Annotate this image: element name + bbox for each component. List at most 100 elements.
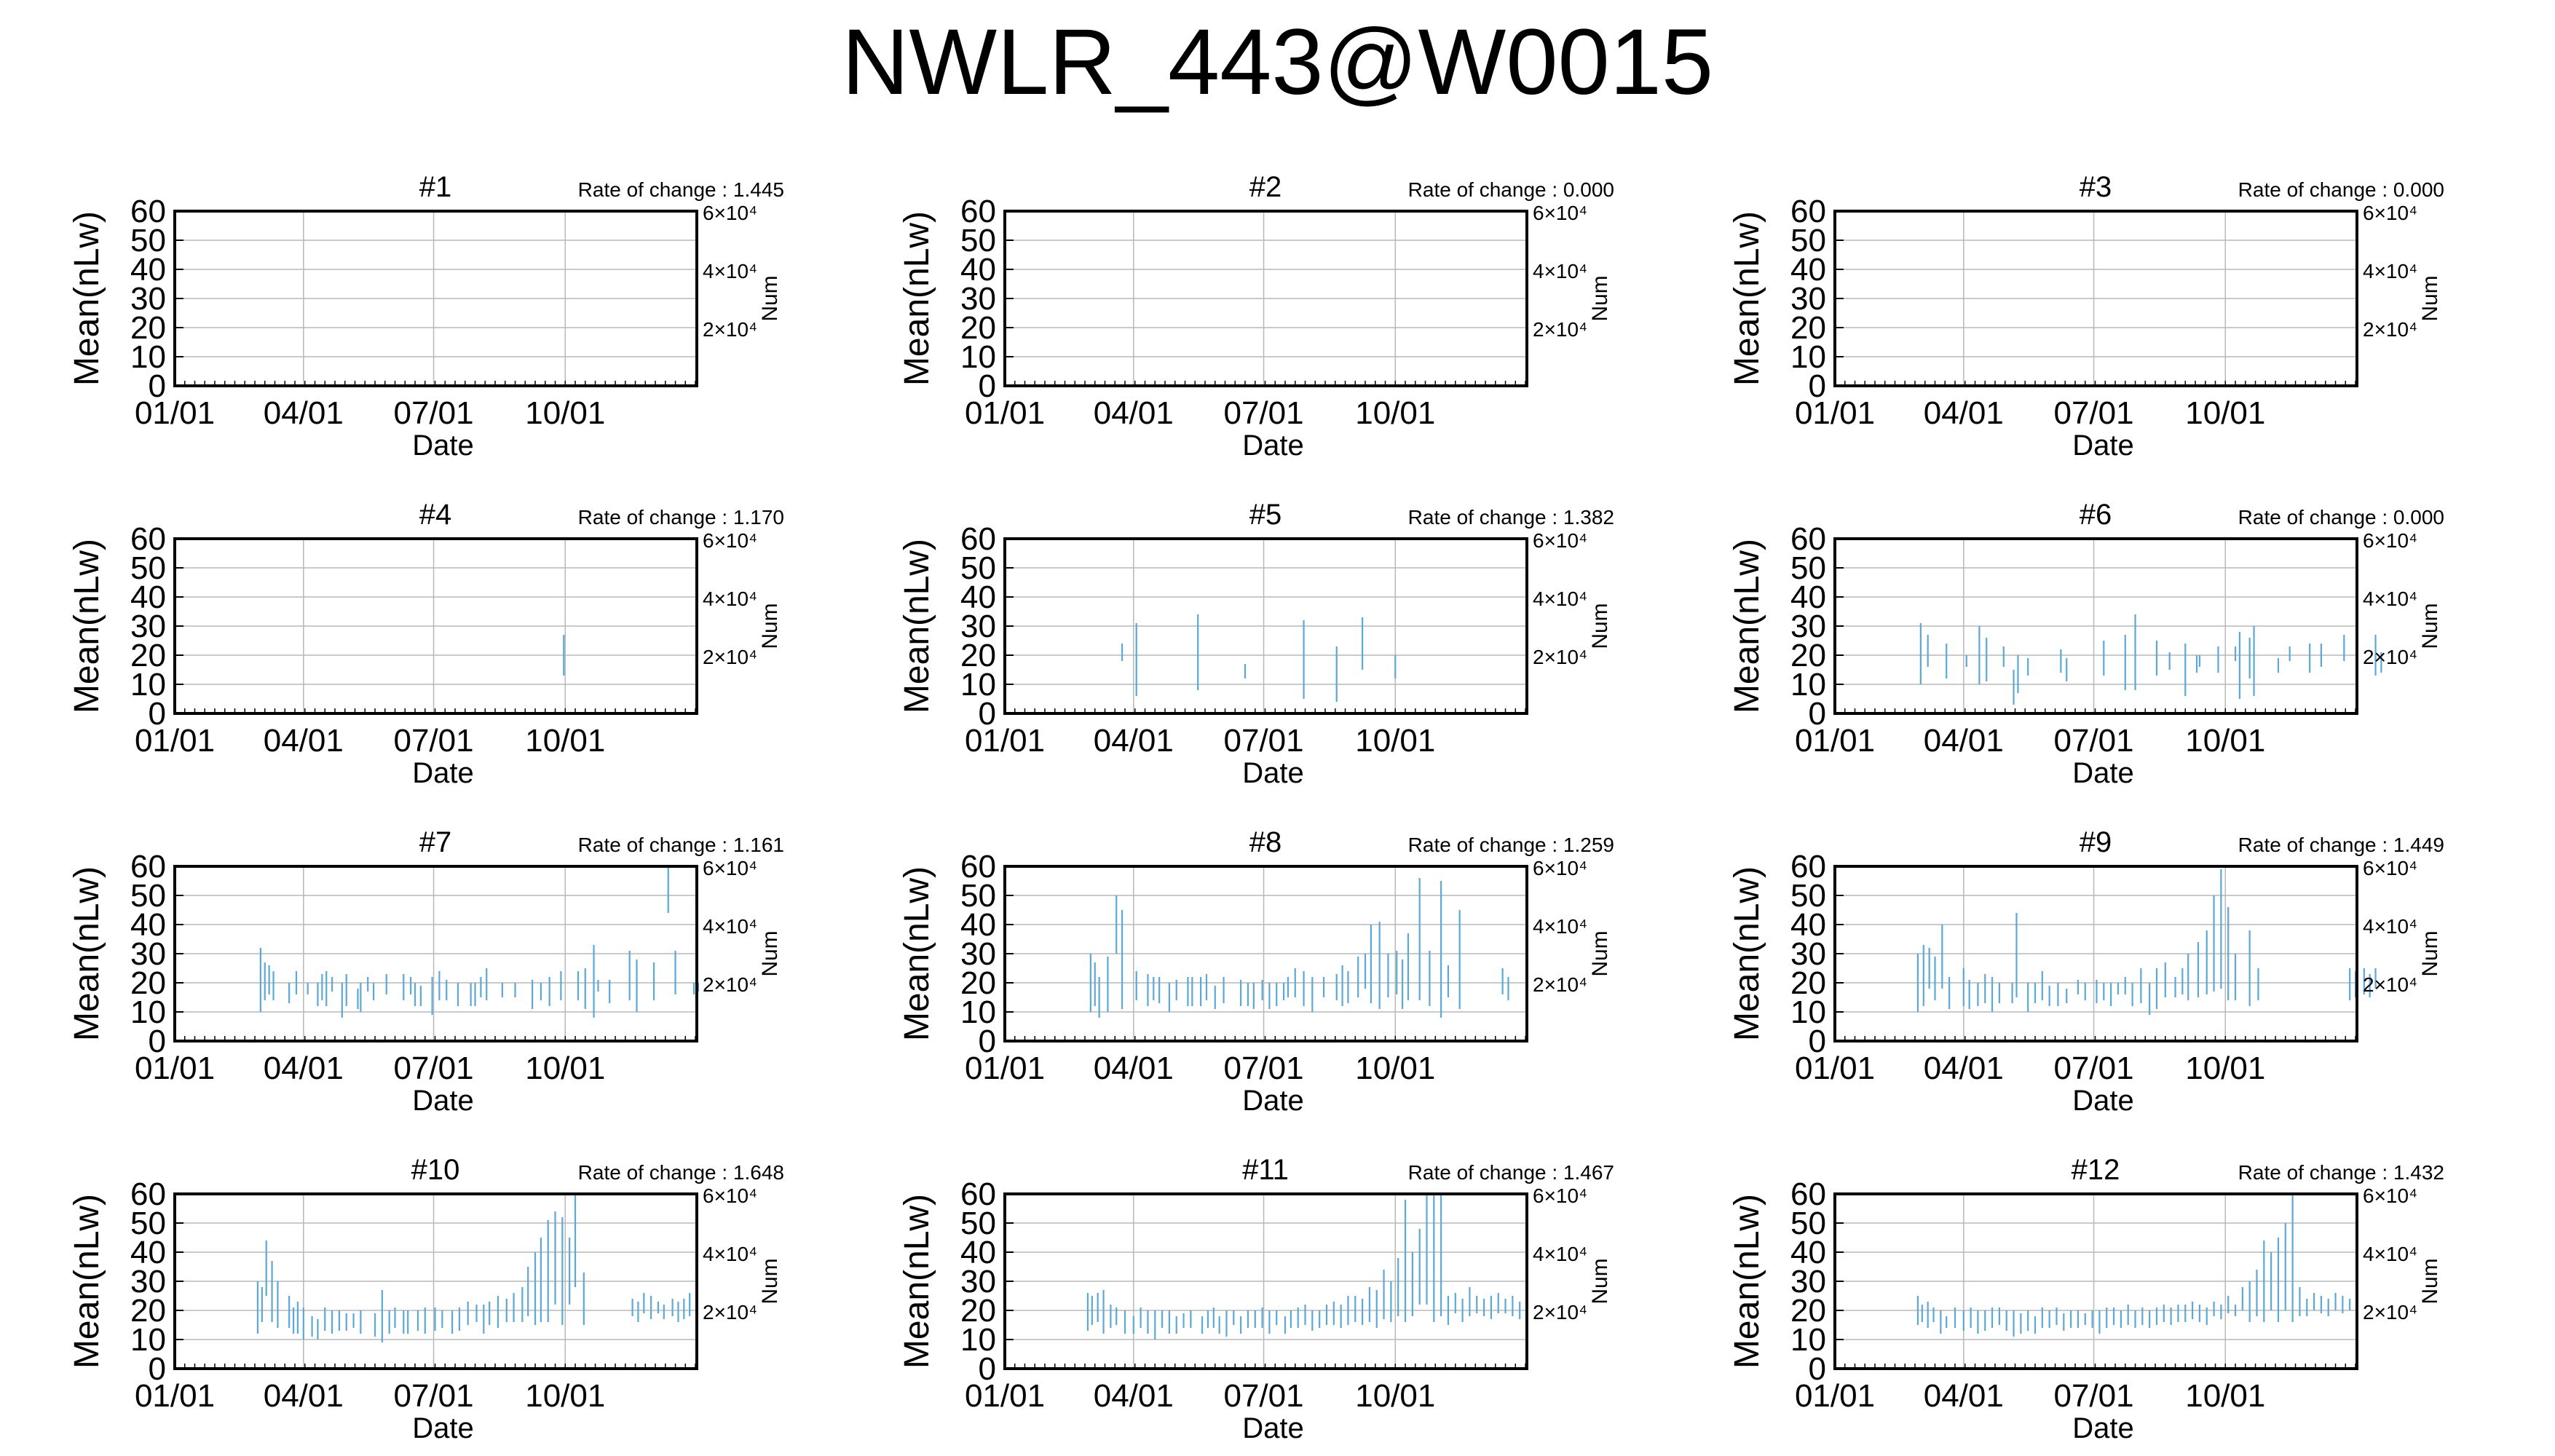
y2-axis-label: Num [1588, 1258, 1612, 1304]
y2-tick-label: 6×10⁴ [703, 202, 757, 224]
x-axis-label: Date [2072, 430, 2134, 462]
y-tick-label: 60 [1790, 194, 1826, 229]
x-tick-label: 04/01 [264, 1051, 344, 1086]
x-axis-label: Date [412, 1085, 474, 1117]
y2-tick-label: 4×10⁴ [2363, 260, 2417, 282]
rate-of-change: Rate of change : 1.449 [2238, 834, 2444, 856]
x-tick-label: 04/01 [264, 1378, 344, 1414]
x-tick-label: 01/01 [135, 1051, 215, 1086]
rate-of-change: Rate of change : 1.161 [578, 834, 784, 856]
y-tick-label: 0 [149, 1024, 166, 1059]
y-tick-label: 50 [960, 223, 996, 258]
y-tick-label: 0 [1809, 696, 1826, 732]
y-tick-label: 20 [1790, 965, 1826, 1001]
x-tick-label: 01/01 [135, 1378, 215, 1414]
x-tick-label: 10/01 [2185, 723, 2265, 759]
y-tick-label: 30 [130, 609, 166, 644]
y2-tick-label: 4×10⁴ [1533, 915, 1587, 938]
y-tick-label: 50 [130, 878, 166, 914]
y2-tick-label: 6×10⁴ [703, 1184, 757, 1207]
x-tick-label: 07/01 [1223, 723, 1303, 759]
y2-axis-label: Num [2418, 930, 2442, 976]
y-tick-label: 40 [130, 1235, 166, 1270]
x-tick-label: 04/01 [1924, 1378, 2004, 1414]
panel-title: #1 [419, 171, 452, 203]
y2-tick-label: 4×10⁴ [703, 587, 757, 610]
rate-of-change: Rate of change : 1.648 [578, 1161, 784, 1184]
y-tick-label: 60 [1790, 849, 1826, 885]
x-tick-label: 01/01 [965, 395, 1045, 431]
x-tick-label: 10/01 [2185, 1378, 2265, 1414]
y2-tick-label: 6×10⁴ [703, 529, 757, 552]
x-tick-label: 10/01 [525, 1378, 605, 1414]
y-tick-label: 0 [1809, 368, 1826, 404]
y2-tick-label: 2×10⁴ [2363, 1301, 2417, 1324]
y2-tick-label: 4×10⁴ [2363, 587, 2417, 610]
y2-tick-label: 4×10⁴ [1533, 1243, 1587, 1265]
y-tick-label: 40 [960, 579, 996, 615]
y-axis-label: Mean(nLw) [68, 866, 106, 1041]
y-tick-label: 40 [960, 252, 996, 288]
y-tick-label: 0 [1809, 1024, 1826, 1059]
rate-of-change: Rate of change : 1.170 [578, 506, 784, 529]
y2-axis-label: Num [1588, 275, 1612, 321]
y2-tick-label: 2×10⁴ [2363, 318, 2417, 341]
y2-axis-label: Num [2418, 1258, 2442, 1304]
panel-title: #10 [411, 1154, 460, 1186]
x-axis-label: Date [412, 757, 474, 789]
y-tick-label: 40 [1790, 1235, 1826, 1270]
y-tick-label: 40 [1790, 907, 1826, 943]
y-tick-label: 40 [130, 579, 166, 615]
y-tick-label: 10 [1790, 339, 1826, 375]
y2-axis-label: Num [1588, 930, 1612, 976]
rate-of-change: Rate of change : 1.382 [1408, 506, 1614, 529]
y2-tick-label: 4×10⁴ [703, 1243, 757, 1265]
y-tick-label: 60 [130, 521, 166, 557]
y2-tick-label: 2×10⁴ [1533, 973, 1587, 996]
y-tick-label: 50 [1790, 550, 1826, 586]
rate-of-change: Rate of change : 1.445 [578, 178, 784, 201]
y-axis-label: Mean(nLw) [898, 211, 936, 386]
y-tick-label: 10 [130, 339, 166, 375]
x-tick-label: 10/01 [2185, 395, 2265, 431]
y-tick-label: 30 [960, 936, 996, 972]
y-tick-label: 30 [1790, 609, 1826, 644]
y-tick-label: 30 [1790, 936, 1826, 972]
y2-tick-label: 6×10⁴ [2363, 529, 2417, 552]
y-tick-label: 60 [130, 849, 166, 885]
y-tick-label: 40 [130, 252, 166, 288]
y-tick-label: 50 [1790, 1206, 1826, 1241]
y-tick-label: 0 [979, 696, 996, 732]
y2-tick-label: 2×10⁴ [1533, 646, 1587, 668]
panel-title: #9 [2080, 826, 2112, 858]
y2-axis-label: Num [758, 275, 782, 321]
x-tick-label: 01/01 [1795, 395, 1875, 431]
x-tick-label: 07/01 [393, 1378, 473, 1414]
y-tick-label: 30 [130, 281, 166, 317]
y-tick-label: 0 [1809, 1351, 1826, 1387]
y2-tick-label: 4×10⁴ [1533, 587, 1587, 610]
x-axis-label: Date [412, 430, 474, 462]
x-tick-label: 10/01 [1355, 1051, 1435, 1086]
x-tick-label: 04/01 [264, 723, 344, 759]
x-tick-label: 01/01 [965, 1378, 1045, 1414]
x-tick-label: 10/01 [1355, 1378, 1435, 1414]
x-tick-label: 07/01 [393, 1051, 473, 1086]
y-tick-label: 30 [1790, 1264, 1826, 1299]
x-tick-label: 01/01 [135, 723, 215, 759]
x-tick-label: 10/01 [525, 723, 605, 759]
y-tick-label: 30 [960, 281, 996, 317]
y2-tick-label: 4×10⁴ [703, 915, 757, 938]
y-tick-label: 0 [979, 1024, 996, 1059]
x-tick-label: 04/01 [1924, 723, 2004, 759]
panel-title: #11 [1242, 1154, 1289, 1186]
panel-title: #2 [1249, 171, 1282, 203]
x-axis-label: Date [1242, 430, 1304, 462]
x-tick-label: 10/01 [525, 1051, 605, 1086]
y2-tick-label: 4×10⁴ [2363, 1243, 2417, 1265]
